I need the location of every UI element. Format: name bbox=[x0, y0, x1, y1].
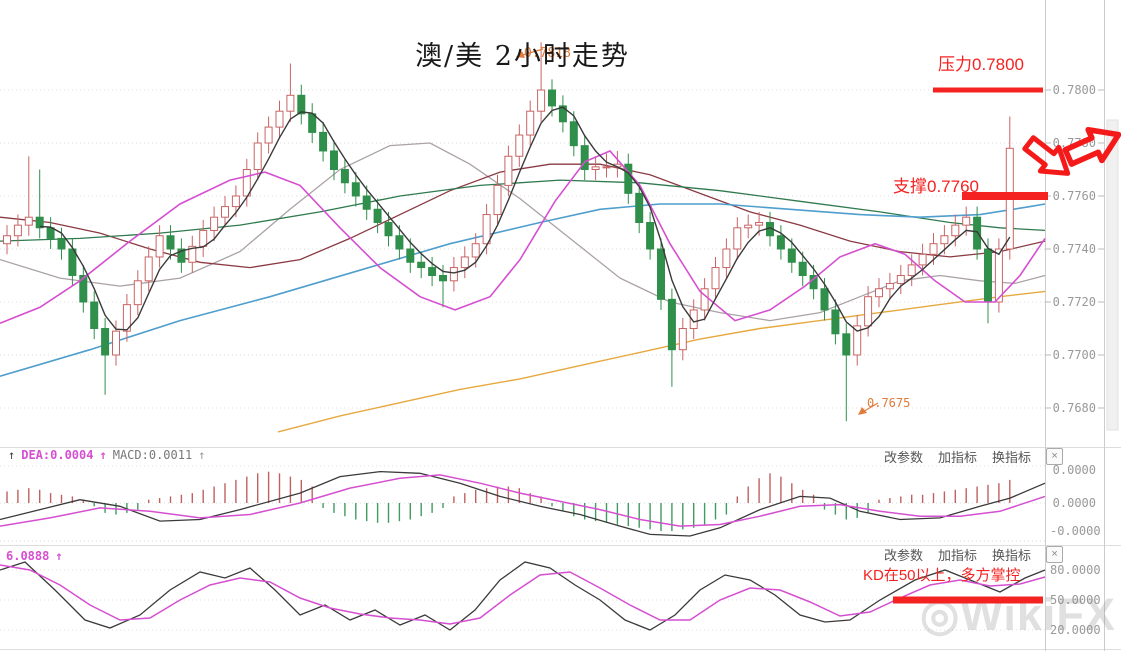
y-axis-label: 80.0000 bbox=[1050, 563, 1101, 577]
macd-toolbar: 改参数 加指标 换指标 × bbox=[884, 447, 1064, 466]
ma-fast-layer bbox=[0, 106, 1046, 332]
chart-title: 澳/美 2小时走势 bbox=[415, 41, 630, 72]
kd-legend: 6.0888 ↑ bbox=[6, 549, 69, 563]
up-arrow-icon: ↑ bbox=[99, 448, 107, 462]
d-line bbox=[0, 564, 1046, 625]
change-params-link[interactable]: 改参数 bbox=[884, 548, 924, 563]
dif-line bbox=[0, 470, 1046, 537]
change-params-link[interactable]: 改参数 bbox=[884, 450, 924, 465]
add-indicator-link[interactable]: 加指标 bbox=[938, 450, 978, 465]
up-arrow-icon: ↑ bbox=[8, 448, 16, 462]
y-axis-label: 20.0000 bbox=[1050, 623, 1101, 637]
kd-toolbar: 改参数 加指标 换指标 × bbox=[884, 545, 1064, 564]
close-icon[interactable]: × bbox=[1046, 448, 1064, 465]
y-axis-label: -0.0000 bbox=[1050, 524, 1101, 538]
y-axis-label: 0.7760 bbox=[1052, 189, 1096, 203]
switch-indicator-link[interactable]: 换指标 bbox=[992, 450, 1032, 465]
y-axis-label: 0.0000 bbox=[1052, 496, 1096, 510]
candles-layer bbox=[3, 42, 1014, 422]
add-indicator-link[interactable]: 加指标 bbox=[938, 548, 978, 563]
macd-legend: ↑ DEA:0.0004 ↑ MACD:0.0011 ↑ bbox=[8, 448, 211, 462]
support-label: 支撑0.7760 bbox=[893, 177, 979, 196]
ma-lines-layer bbox=[0, 142, 1046, 433]
y-axis-label: 0.7700 bbox=[1052, 348, 1096, 362]
scrollbar-thumb bbox=[1106, 119, 1119, 431]
dea-value: DEA:0.0004 bbox=[21, 448, 94, 462]
ma-orange bbox=[277, 290, 1046, 433]
ma-darkred bbox=[0, 163, 1046, 269]
ma-darkgreen bbox=[0, 179, 1046, 242]
resistance-label: 压力0.7800 bbox=[938, 55, 1024, 74]
ma-magenta bbox=[0, 150, 1046, 324]
kd-annotation-label: KD在50以上，多方掌控 bbox=[863, 567, 1021, 584]
close-icon[interactable]: × bbox=[1046, 546, 1064, 563]
up-arrow-icon: ↑ bbox=[198, 448, 206, 462]
y-axis-label: 0.0000 bbox=[1052, 463, 1096, 477]
ma-gray bbox=[0, 142, 1046, 322]
up-arrow-icon: ↑ bbox=[55, 549, 63, 563]
switch-indicator-link[interactable]: 换指标 bbox=[992, 548, 1032, 563]
y-axis-label: 0.7780 bbox=[1052, 136, 1096, 150]
ma-black bbox=[39, 106, 1011, 332]
y-axis-label: 50.0000 bbox=[1050, 593, 1101, 607]
kd-value: 6.0888 bbox=[6, 549, 50, 563]
y-axis-label: 0.7680 bbox=[1052, 401, 1096, 415]
y-axis-label: 0.7740 bbox=[1052, 242, 1096, 256]
dea-line bbox=[0, 474, 1046, 527]
kd-panel-layer bbox=[0, 561, 1046, 631]
watermark: ◎WikiFX bbox=[920, 589, 1116, 640]
ma-blue bbox=[0, 203, 1046, 377]
y-axis-label: 0.7720 bbox=[1052, 295, 1096, 309]
y-axis-label: 0.7800 bbox=[1052, 83, 1096, 97]
macd-panel-layer bbox=[0, 470, 1046, 537]
low-price-callout: 0.7675 bbox=[867, 396, 911, 410]
macd-value: MACD:0.0011 bbox=[112, 448, 193, 462]
